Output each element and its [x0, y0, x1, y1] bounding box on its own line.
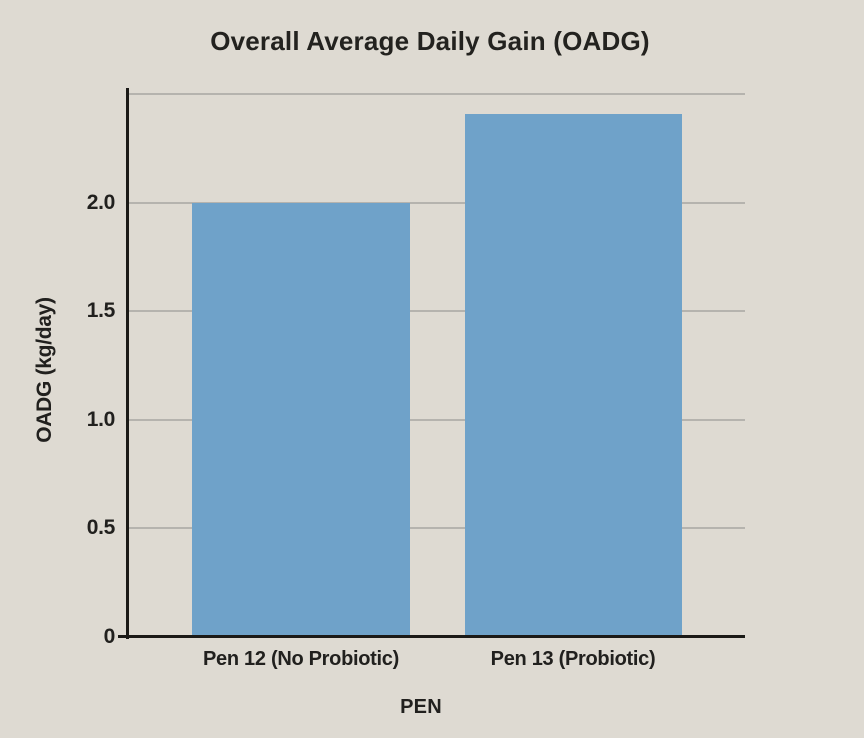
x-tick-label-1: Pen 12 (No Probiotic): [203, 648, 399, 670]
gridline-0.5: [127, 527, 745, 530]
y-tick-label-1.5: 1.5: [86, 299, 116, 323]
y-tick-label-2.0: 2.0: [86, 190, 116, 214]
y-tick-label-1.0: 1.0: [86, 407, 116, 431]
bar-pen-12-no-probiotic: [192, 202, 410, 637]
gridline-1.5: [127, 310, 745, 313]
plot-area: [118, 88, 745, 639]
y-axis-line: [126, 88, 129, 639]
x-axis-label: PEN: [400, 696, 442, 718]
x-tick-label-2: Pen 13 (Probiotic): [490, 648, 656, 670]
y-axis-label: OADG (kg/day): [33, 297, 56, 443]
y-tick-label-0.5: 0.5: [86, 516, 116, 540]
x-axis-line: [118, 634, 745, 638]
gridline-2.5: [127, 93, 745, 95]
chart-title: Overall Average Daily Gain (OADG): [210, 26, 650, 56]
gridline-1: [127, 418, 745, 421]
bar-pen-13-probiotic: [465, 113, 682, 637]
y-tick-label-0: 0: [103, 625, 116, 648]
gridline-2: [127, 201, 745, 204]
